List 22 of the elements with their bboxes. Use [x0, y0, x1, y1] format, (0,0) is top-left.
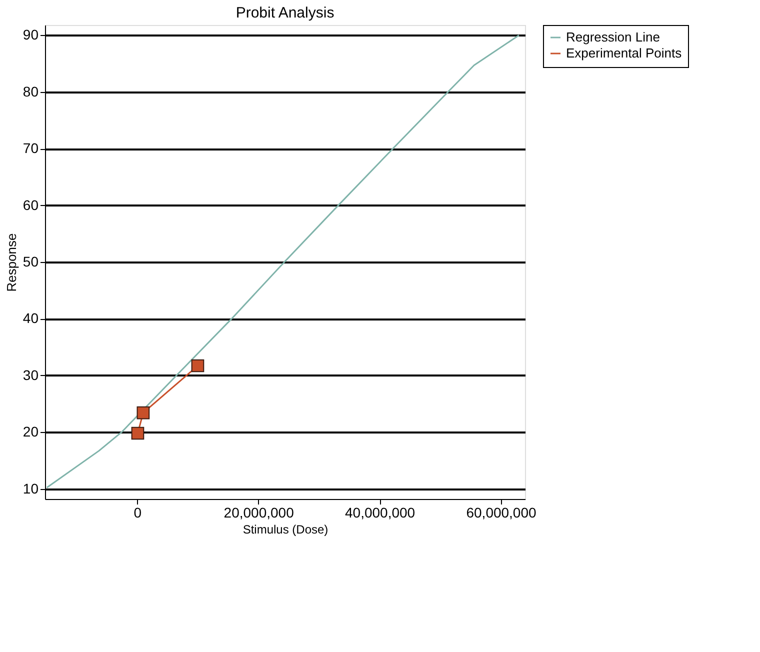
x-tick-label: 0 [134, 504, 142, 520]
point [136, 406, 150, 420]
y-axis-title: Response [4, 233, 19, 292]
x-axis-title: Stimulus (Dose) [242, 522, 328, 536]
chart-title: Probit Analysis [236, 4, 334, 22]
y-tick-label: 40 [22, 310, 39, 326]
x-tick-label: 60,000,000 [466, 504, 536, 520]
x-tick-label: 40,000,000 [345, 504, 416, 520]
point [191, 359, 204, 372]
y-tick-label: 50 [22, 254, 39, 270]
y-tick-label: 60 [22, 196, 39, 213]
y-tick-label: 90 [22, 26, 39, 43]
y-tick-label: 30 [22, 366, 39, 383]
legend-label: Regression Line [566, 30, 660, 44]
y-tick-label: 10 [22, 480, 39, 496]
legend-label: Experimental Points [566, 46, 682, 60]
point [131, 426, 144, 440]
y-tick-label: 80 [22, 83, 39, 100]
y-tick-label: 20 [22, 424, 39, 440]
x-tick-label: 20,000,000 [224, 504, 294, 520]
y-tick-label: 70 [22, 140, 39, 156]
line-series [46, 34, 520, 488]
